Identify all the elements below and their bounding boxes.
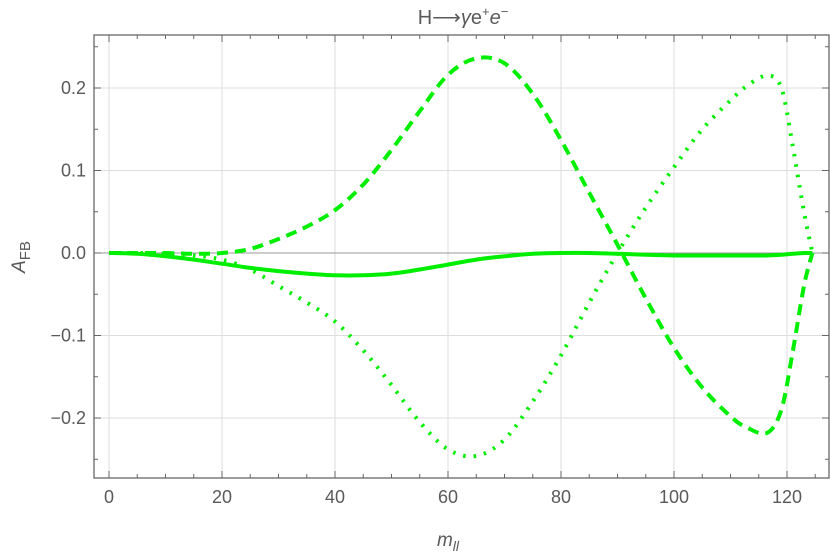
x-tick-labels: 0 20 40 60 80 100 120 — [104, 487, 802, 507]
plot-frame — [93, 34, 830, 479]
x-tick-label: 20 — [212, 487, 232, 507]
x-axis-label: mll — [437, 530, 460, 554]
series-solid-line — [108, 250, 813, 278]
series-dotted-line — [108, 73, 815, 459]
x-tick-label: 60 — [438, 487, 458, 507]
chart-title: H⟶γe+e− — [418, 4, 509, 29]
y-tick-label: −0.1 — [50, 326, 86, 346]
y-tick-label: −0.2 — [50, 408, 86, 428]
x-tick-label: 100 — [659, 487, 689, 507]
axis-ticks — [94, 35, 829, 478]
x-tick-label: 120 — [772, 487, 802, 507]
x-tick-label: 80 — [551, 487, 571, 507]
y-axis-label: AFB — [9, 241, 34, 274]
x-tick-label: 0 — [104, 487, 114, 507]
y-tick-label: 0.2 — [61, 78, 86, 98]
x-tick-label: 40 — [325, 487, 345, 507]
y-tick-label: 0.0 — [61, 243, 86, 263]
series-layer — [108, 55, 815, 459]
y-tick-label: 0.1 — [61, 161, 86, 181]
y-tick-labels: −0.2 −0.1 0.0 0.1 0.2 — [50, 78, 86, 428]
series-dashed-line — [109, 55, 815, 436]
